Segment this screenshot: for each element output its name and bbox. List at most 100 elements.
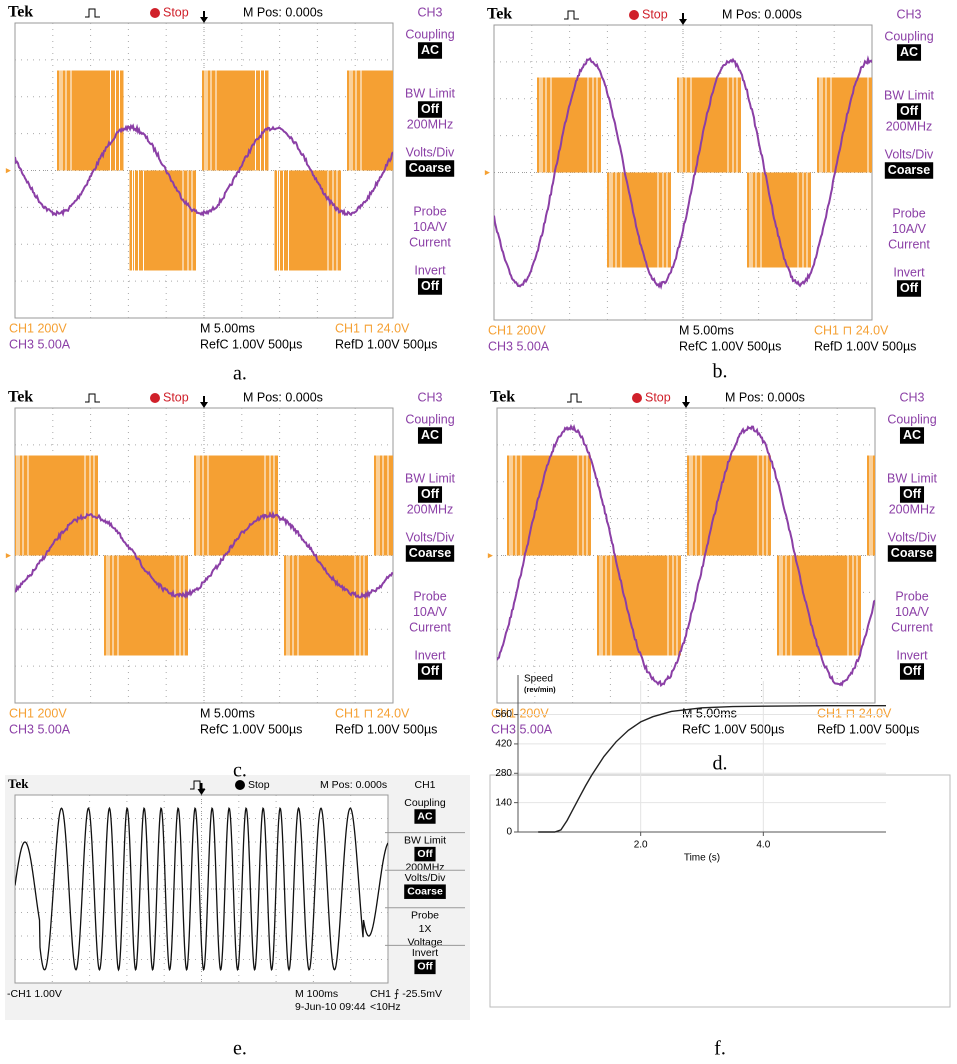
readout: <10Hz (370, 1001, 401, 1013)
readout: RefD 1.00V 500µs (817, 722, 919, 736)
readout: M 5.00ms (679, 323, 734, 337)
menu-title: Coupling (405, 27, 454, 41)
menu-value: Off (903, 487, 922, 501)
brand: Tek (8, 776, 29, 791)
readout: M 5.00ms (682, 706, 737, 720)
m-pos: M Pos: 0.000s (722, 7, 802, 21)
caption: f. (714, 1038, 726, 1060)
menu-title: BW Limit (405, 86, 456, 100)
readout: 9-Jun-10 09:44 (295, 1001, 366, 1013)
readout: CH1 200V (9, 321, 67, 335)
pwm-block (817, 78, 881, 173)
menu-value: Off (421, 102, 440, 116)
scope-screen: TekStopM Pos: 0.000sCH3▸CouplingACBW Lim… (484, 5, 954, 357)
pwm-block (275, 171, 342, 271)
readout: -CH1 1.00V (7, 988, 62, 1000)
menu-title: Volts/Div (885, 147, 934, 161)
stop-indicator (632, 393, 642, 403)
menu-title: Probe (411, 910, 439, 922)
menu-value: Coarse (409, 546, 451, 560)
menu-title: BW Limit (404, 834, 446, 846)
pwm-block (607, 173, 671, 268)
readout: M 100ms (295, 988, 338, 1000)
status: Stop (163, 5, 189, 19)
ground-marker: ▸ (5, 550, 11, 560)
menu-note: 200MHz (886, 119, 933, 133)
readout: RefD 1.00V 500µs (335, 722, 437, 736)
status: Stop (642, 7, 668, 21)
pwm-block (677, 78, 741, 173)
menu-note: 10A/V (892, 222, 927, 236)
brand: Tek (487, 6, 512, 23)
x-tick-label: 2.0 (634, 840, 648, 851)
brand: Tek (8, 4, 33, 21)
menu-value: Off (903, 664, 922, 678)
caption: d. (713, 753, 728, 775)
readout: CH3 5.00A (9, 337, 71, 351)
menu-title: Coupling (404, 797, 446, 809)
menu-title: Probe (413, 589, 446, 603)
ground-marker: ▸ (487, 550, 493, 560)
menu-title: Coupling (887, 412, 936, 426)
x-axis-label: Time (s) (684, 853, 720, 864)
menu-value: Off (421, 279, 440, 293)
y-axis-label: Speed (524, 674, 553, 685)
menu-value: Off (900, 104, 919, 118)
menu-channel: CH3 (417, 390, 442, 404)
stop-indicator (150, 8, 160, 18)
ground-marker: ▸ (484, 167, 490, 177)
y-tick-label: 280 (495, 768, 512, 779)
menu-note: 10A/V (413, 220, 448, 234)
caption: e. (233, 1038, 247, 1060)
brand: Tek (8, 389, 33, 406)
menu-value: AC (421, 428, 439, 442)
menu-title: Probe (413, 204, 446, 218)
readout: CH1 ⊓ 24.0V (814, 323, 889, 337)
menu-title: Invert (893, 265, 925, 279)
ground-marker: ▸ (5, 165, 11, 175)
y-tick-label: 560 (495, 709, 512, 720)
m-pos: M Pos: 0.000s (243, 390, 323, 404)
status: Stop (248, 779, 270, 791)
menu-title: Invert (412, 947, 438, 959)
stop-indicator (150, 393, 160, 403)
menu-title: Coupling (405, 412, 454, 426)
menu-title: Volts/Div (405, 872, 447, 884)
menu-value: Coarse (409, 161, 451, 175)
readout: RefD 1.00V 500µs (335, 337, 437, 351)
m-pos: M Pos: 0.000s (320, 779, 387, 791)
menu-note: Current (888, 237, 930, 251)
y-tick-label: 0 (506, 827, 512, 838)
readout: RefC 1.00V 500µs (200, 337, 302, 351)
menu-channel: CH3 (899, 390, 924, 404)
menu-value: Coarse (407, 885, 443, 897)
menu-value: AC (421, 43, 439, 57)
readout: CH1 200V (488, 323, 546, 337)
pwm-block (130, 171, 197, 271)
readout: M 5.00ms (200, 706, 255, 720)
menu-note: 10A/V (895, 605, 930, 619)
m-pos: M Pos: 0.000s (243, 5, 323, 19)
menu-title: Invert (414, 263, 446, 277)
pwm-block (537, 78, 601, 173)
caption: b. (713, 361, 728, 383)
readout: CH1 ⊓ 24.0V (335, 321, 410, 335)
scope-screen: TekStopM Pos: 0.000sCH3▸CouplingACBW Lim… (487, 388, 957, 740)
menu-value: Off (421, 487, 440, 501)
readout: CH3 5.00A (491, 722, 553, 736)
menu-title: Invert (896, 648, 928, 662)
pwm-block (57, 71, 124, 171)
menu-title: Volts/Div (888, 530, 937, 544)
y-tick-label: 420 (495, 739, 512, 750)
menu-title: BW Limit (405, 471, 456, 485)
menu-note: 200MHz (407, 502, 454, 516)
readout: RefC 1.00V 500µs (682, 722, 784, 736)
menu-note: 1X (419, 923, 432, 935)
pwm-block (202, 71, 269, 171)
readout: CH3 5.00A (9, 722, 71, 736)
menu-title: Invert (414, 648, 446, 662)
menu-value: Off (417, 848, 433, 860)
menu-title: BW Limit (887, 471, 938, 485)
y-axis-units: (rev/min) (524, 685, 556, 694)
